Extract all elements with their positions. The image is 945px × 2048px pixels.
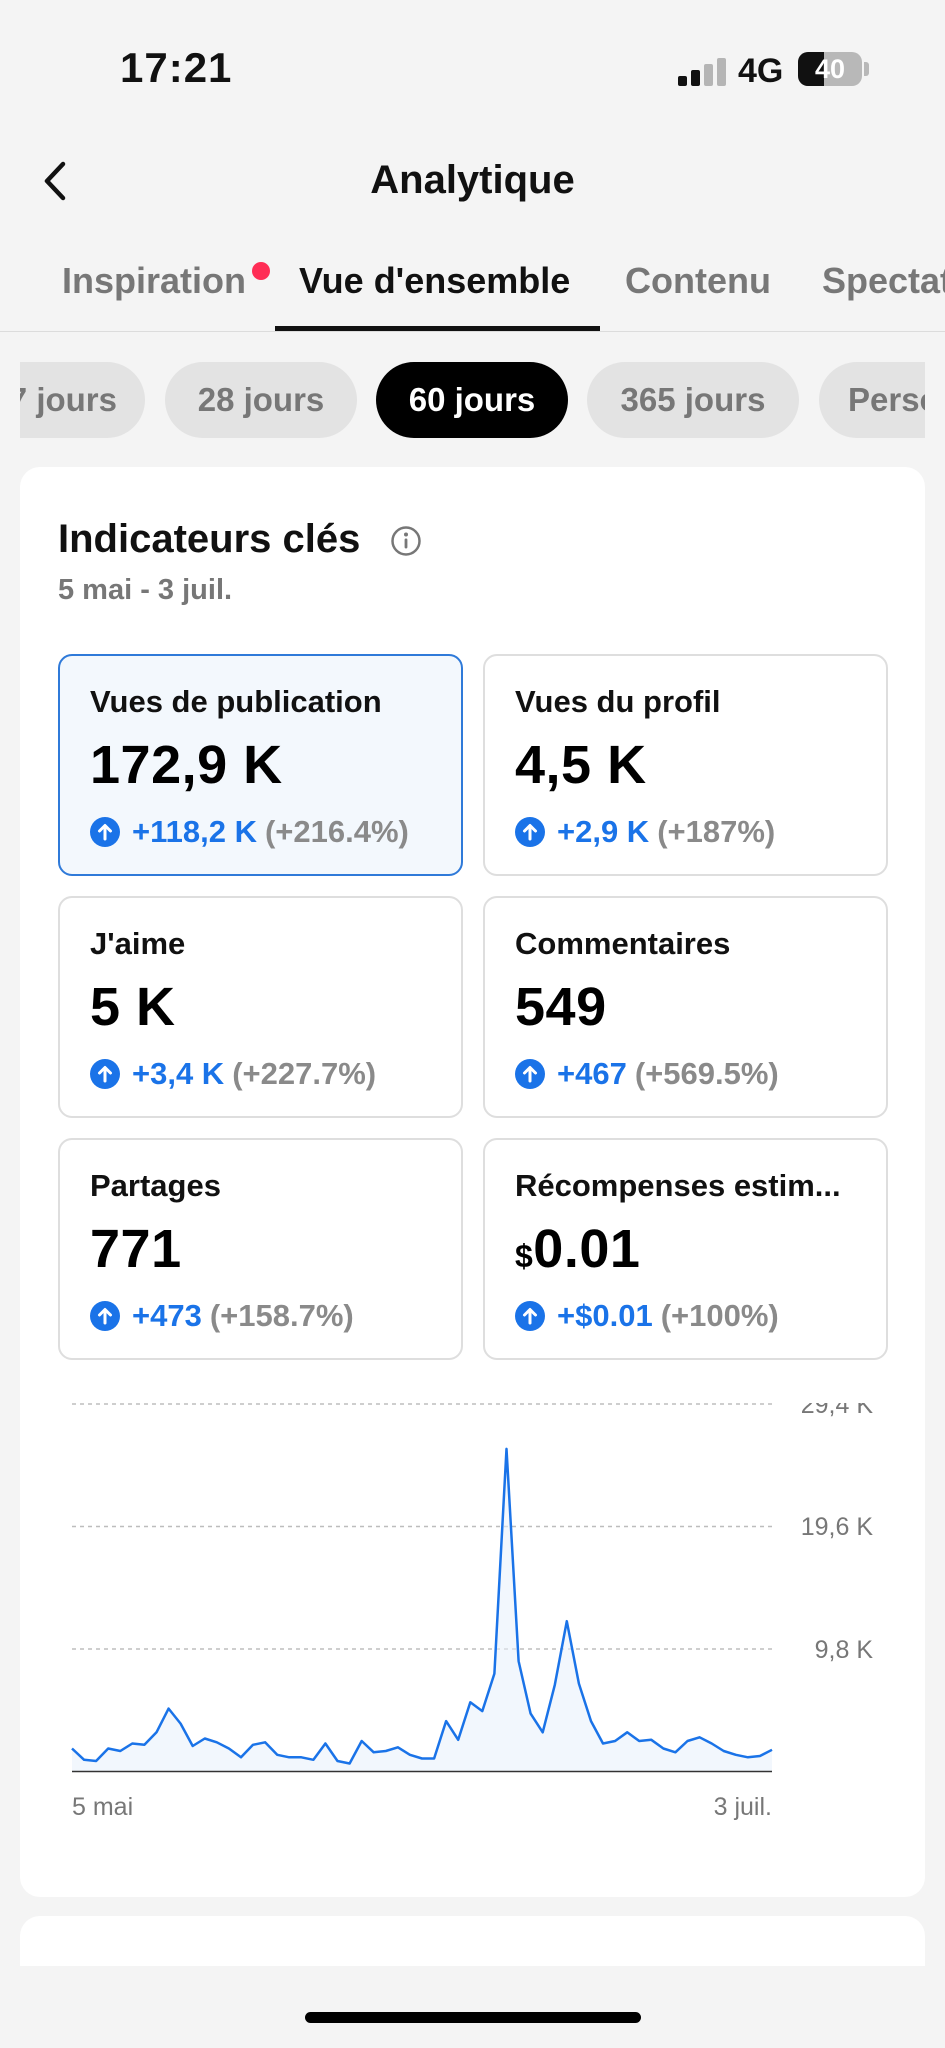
metric-value: 771 xyxy=(90,1219,182,1279)
period-365-days[interactable]: 365 jours xyxy=(587,362,799,438)
y-tick-label: 19,6 K xyxy=(801,1513,874,1541)
metric-value: 549 xyxy=(515,977,607,1037)
metric-profile-views[interactable]: Vues du profil 4,5 K +2,9 K (+187%) xyxy=(483,654,888,876)
delta-percent: (+216.4%) xyxy=(264,814,409,849)
delta-value: +467 xyxy=(557,1056,627,1091)
period-60-days[interactable]: 60 jours xyxy=(376,362,568,438)
active-tab-indicator xyxy=(275,326,600,331)
period-7-days[interactable]: 7 jours xyxy=(20,362,145,438)
metric-value: 172,9 K xyxy=(90,735,283,795)
metric-amount: 0.01 xyxy=(533,1219,641,1279)
delta-value: +3,4 K xyxy=(132,1056,225,1091)
period-selector: 7 jours 28 jours 60 jours 365 jours Pers… xyxy=(20,362,925,438)
delta-percent: (+100%) xyxy=(660,1298,779,1333)
tab-overview[interactable]: Vue d'ensemble xyxy=(299,260,571,301)
post-views-line-chart: 29,4 K 19,6 K 9,8 K 5 mai 3 juil. xyxy=(71,1403,874,1821)
metric-delta: +3,4 K (+227.7%) xyxy=(90,1056,376,1092)
notification-dot xyxy=(252,262,270,280)
metric-post-views[interactable]: Vues de publication 172,9 K +118,2 K (+21… xyxy=(58,654,463,876)
battery-percentage: 40 xyxy=(814,54,846,84)
delta-percent: (+569.5%) xyxy=(634,1056,779,1091)
status-bar: 17:21 4G 40 xyxy=(0,0,945,140)
series-area xyxy=(72,1448,772,1771)
y-tick-label: 9,8 K xyxy=(815,1636,874,1664)
cellular-signal-icon xyxy=(678,58,728,86)
page-title: Analytique xyxy=(370,158,575,202)
tab-bar: Inspiration Vue d'ensemble Contenu Spect… xyxy=(0,240,945,332)
metric-value: 5 K xyxy=(90,977,176,1037)
battery-icon: 40 xyxy=(798,52,862,86)
arrow-up-circle-icon xyxy=(515,817,545,847)
delta-value: +$0.01 xyxy=(557,1298,653,1333)
battery-tip xyxy=(864,62,869,76)
period-28-days[interactable]: 28 jours xyxy=(165,362,357,438)
delta-percent: (+227.7%) xyxy=(232,1056,377,1091)
back-arrow-icon[interactable] xyxy=(32,156,82,206)
metric-estimated-rewards[interactable]: Récompenses estim... $0.01 +$0.01 (+100%) xyxy=(483,1138,888,1360)
metric-delta: +467 (+569.5%) xyxy=(515,1056,779,1092)
metric-value: 4,5 K xyxy=(515,735,647,795)
date-range: 5 mai - 3 juil. xyxy=(58,574,233,606)
x-tick-label-start: 5 mai xyxy=(72,1793,133,1821)
metric-label: Vues du profil xyxy=(515,684,721,719)
arrow-up-circle-icon xyxy=(515,1301,545,1331)
info-icon[interactable] xyxy=(390,525,422,557)
metric-delta: +$0.01 (+100%) xyxy=(515,1298,779,1334)
metric-label: Partages xyxy=(90,1168,221,1203)
network-type: 4G xyxy=(738,52,784,90)
metric-label: Récompenses estim... xyxy=(515,1168,841,1203)
currency-symbol: $ xyxy=(515,1238,534,1274)
metric-shares[interactable]: Partages 771 +473 (+158.7%) xyxy=(58,1138,463,1360)
status-time: 17:21 xyxy=(120,44,233,91)
metric-delta: +118,2 K (+216.4%) xyxy=(90,814,409,850)
metric-label: Commentaires xyxy=(515,926,731,961)
x-tick-label-end: 3 juil. xyxy=(714,1793,772,1821)
arrow-up-circle-icon xyxy=(515,1059,545,1089)
delta-percent: (+187%) xyxy=(657,814,776,849)
metric-likes[interactable]: J'aime 5 K +3,4 K (+227.7%) xyxy=(58,896,463,1118)
metric-value: $0.01 xyxy=(515,1218,640,1280)
metric-label: Vues de publication xyxy=(90,684,382,719)
home-indicator[interactable] xyxy=(305,2012,641,2023)
bottom-safe-area xyxy=(0,1966,945,2048)
arrow-up-circle-icon xyxy=(90,1059,120,1089)
delta-value: +2,9 K xyxy=(557,814,650,849)
delta-value: +118,2 K xyxy=(132,814,257,849)
key-metrics-card: Indicateurs clés 5 mai - 3 juil. Vues de… xyxy=(20,467,925,1897)
period-custom[interactable]: Personnalisé xyxy=(819,362,925,438)
delta-percent: (+158.7%) xyxy=(209,1298,354,1333)
arrow-up-circle-icon xyxy=(90,1301,120,1331)
metric-delta: +2,9 K (+187%) xyxy=(515,814,775,850)
metric-label: J'aime xyxy=(90,926,186,961)
section-title: Indicateurs clés xyxy=(58,517,361,561)
tab-inspiration[interactable]: Inspiration xyxy=(62,260,247,301)
y-tick-label: 29,4 K xyxy=(801,1403,874,1419)
metric-delta: +473 (+158.7%) xyxy=(90,1298,354,1334)
arrow-up-circle-icon xyxy=(90,817,120,847)
delta-value: +473 xyxy=(132,1298,202,1333)
metric-comments[interactable]: Commentaires 549 +467 (+569.5%) xyxy=(483,896,888,1118)
series-line xyxy=(71,1447,773,1765)
tab-content[interactable]: Contenu xyxy=(625,260,771,301)
tab-viewers[interactable]: Spectateurs xyxy=(822,260,945,301)
